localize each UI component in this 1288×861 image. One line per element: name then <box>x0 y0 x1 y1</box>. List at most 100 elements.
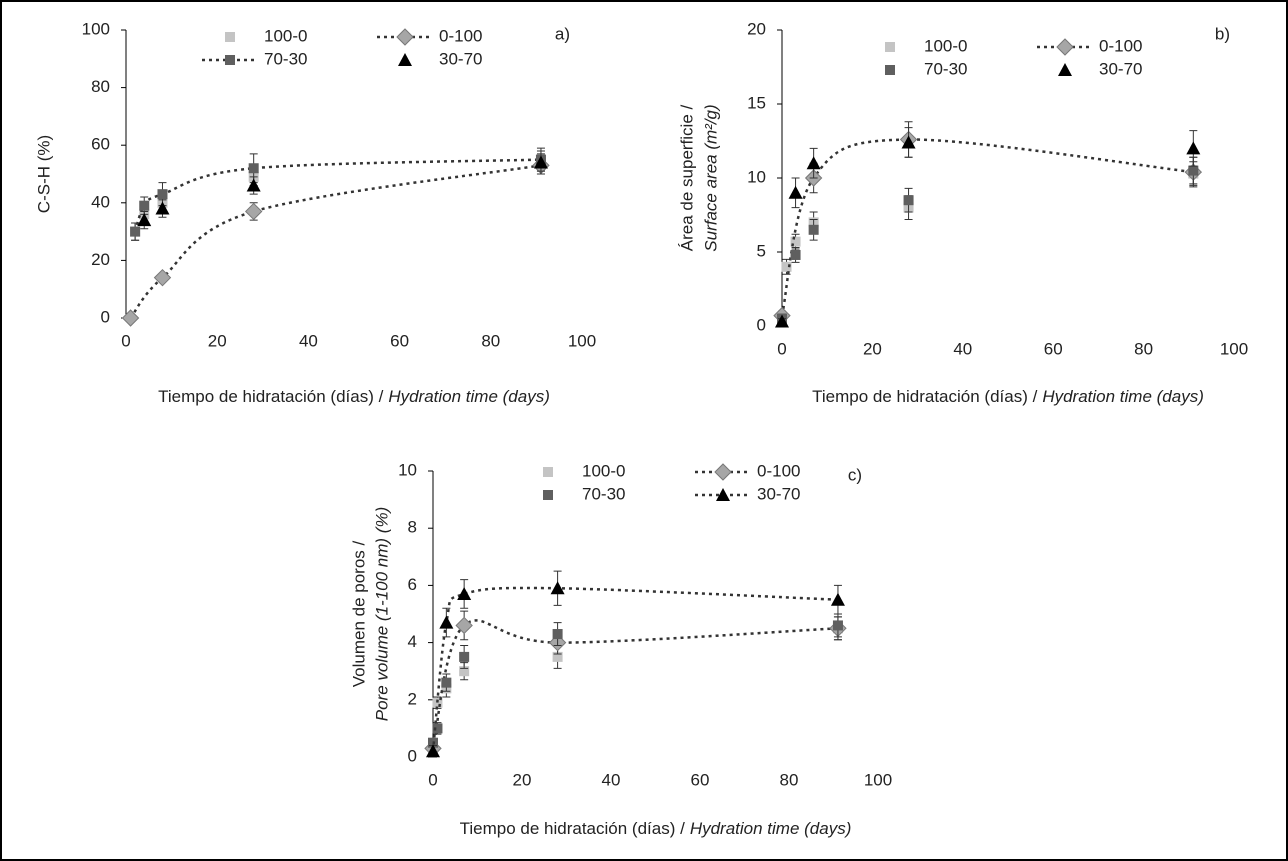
marker <box>121 309 140 327</box>
x-tick-label: 60 <box>390 331 409 350</box>
marker <box>157 189 168 200</box>
x-tick-label: 80 <box>780 770 799 789</box>
marker <box>153 268 172 287</box>
marker <box>901 135 916 149</box>
panel-label: b) <box>1215 24 1230 43</box>
marker <box>1188 165 1199 176</box>
legend-marker <box>885 65 895 75</box>
x-axis-label-italic: Hydration time (days) <box>1042 387 1204 406</box>
x-axis-label-italic: Hydration time (days) <box>388 387 550 406</box>
marker <box>248 163 259 174</box>
x-tick-label: 80 <box>481 331 500 350</box>
marker <box>426 744 440 758</box>
y-axis-label: Área de superficie / <box>677 104 696 251</box>
marker <box>788 185 803 199</box>
x-tick-label: 40 <box>602 770 621 789</box>
x-tick-label: 100 <box>1220 339 1248 358</box>
x-tick-label: 80 <box>1134 339 1153 358</box>
marker <box>246 178 261 192</box>
legend-marker <box>1056 38 1074 56</box>
y-tick-label: 0 <box>408 746 417 765</box>
y-tick-label: 60 <box>91 135 110 154</box>
legend-marker <box>398 53 412 66</box>
trend-line <box>431 619 839 749</box>
legend-marker <box>225 55 235 65</box>
y-tick-label: 20 <box>747 19 766 38</box>
marker <box>781 261 792 272</box>
legend-label: 0-100 <box>439 26 482 45</box>
legend-label: 100-0 <box>582 461 625 480</box>
marker <box>806 156 821 170</box>
legend-label: 30-70 <box>1099 59 1142 78</box>
marker <box>459 651 470 662</box>
x-tick-label: 20 <box>208 331 227 350</box>
y-tick-label: 15 <box>747 93 766 112</box>
marker <box>808 224 819 235</box>
trend-line <box>129 164 542 319</box>
legend-label: 0-100 <box>1099 36 1142 55</box>
y-tick-label: 10 <box>747 167 766 186</box>
legend-marker <box>543 490 553 500</box>
legend-marker <box>1058 63 1072 76</box>
marker <box>1186 141 1201 155</box>
marker <box>790 249 801 260</box>
y-tick-label: 8 <box>408 518 417 537</box>
x-tick-label: 0 <box>428 770 437 789</box>
y-axis-label: Volumen de poros / <box>349 540 368 687</box>
y-axis-label: C-S-H (%) <box>34 135 53 213</box>
trend-line <box>780 138 1194 316</box>
legend-label: 100-0 <box>264 26 307 45</box>
marker <box>550 581 565 595</box>
legend-label: 30-70 <box>439 49 482 68</box>
panel-label: c) <box>848 465 862 484</box>
marker <box>244 202 263 221</box>
marker <box>155 201 170 215</box>
legend-label: 70-30 <box>264 49 307 68</box>
legend-marker <box>225 32 235 42</box>
marker <box>459 666 470 677</box>
marker <box>775 314 789 328</box>
y-tick-label: 20 <box>91 250 110 269</box>
marker <box>832 620 843 631</box>
y-tick-label: 0 <box>101 307 110 326</box>
x-tick-label: 0 <box>121 331 130 350</box>
y-tick-label: 10 <box>398 460 417 479</box>
x-axis-label-text: Tiempo de hidratación (días) / <box>812 387 1037 406</box>
legend-marker <box>885 42 895 52</box>
panel-label: a) <box>555 24 570 43</box>
x-tick-label: 40 <box>953 339 972 358</box>
x-tick-label: 60 <box>691 770 710 789</box>
marker <box>533 155 548 169</box>
x-tick-label: 0 <box>777 339 786 358</box>
legend-marker <box>716 488 730 501</box>
marker <box>432 723 443 734</box>
x-axis-label: Tiempo de hidratación (días) / Hydration … <box>812 387 1204 406</box>
legend-label: 70-30 <box>582 484 625 503</box>
marker <box>137 213 152 227</box>
marker <box>432 697 443 708</box>
y-tick-label: 0 <box>757 315 766 334</box>
x-axis-label-text: Tiempo de hidratación (días) / <box>460 819 685 838</box>
y-tick-label: 5 <box>757 241 766 260</box>
chart-panel: 0 20 40 60 80 100 0 20 40 60 80 100 Tiempo de hidrat… <box>34 19 596 406</box>
x-tick-label: 20 <box>863 339 882 358</box>
marker <box>903 195 914 206</box>
marker <box>439 615 454 629</box>
marker <box>552 629 563 640</box>
trend-line <box>431 586 839 752</box>
y-tick-label: 40 <box>91 192 110 211</box>
marker <box>455 616 473 635</box>
marker <box>441 677 452 688</box>
marker <box>130 226 141 237</box>
marker <box>790 236 801 247</box>
x-tick-label: 40 <box>299 331 318 350</box>
x-axis-label: Tiempo de hidratación (días) / Hydration … <box>158 387 550 406</box>
x-axis-label: Tiempo de hidratación (días) / Hydration … <box>460 819 852 838</box>
y-axis-label-italic: Pore volume (1-100 nm) (%) <box>372 507 391 721</box>
trend-line <box>133 158 541 233</box>
legend-label: 30-70 <box>757 484 800 503</box>
legend-label: 0-100 <box>757 461 800 480</box>
